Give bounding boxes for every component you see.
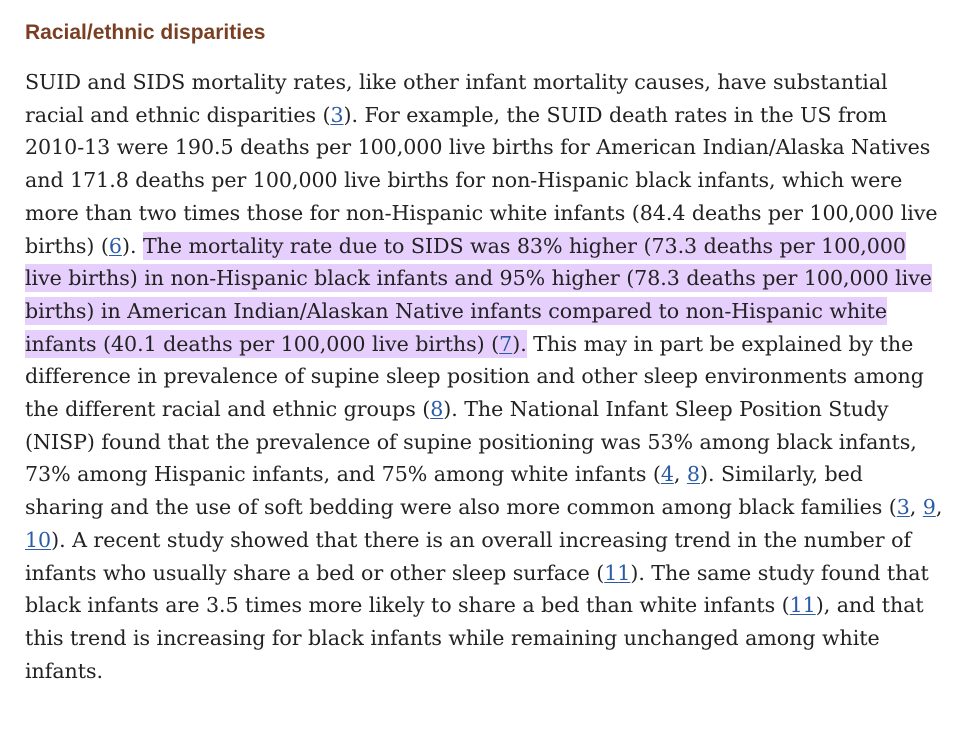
paragraph-text: ). A recent study showed that there is a… [25, 527, 912, 585]
paragraph-text: ). The same study found that black infan… [25, 560, 929, 618]
paragraph-text: ). Similarly, bed sharing and the use of… [25, 462, 897, 520]
reference-link-4[interactable]: 4 [660, 462, 674, 487]
highlighted-sentence: The mortality rate due to SIDS was 83% h… [25, 233, 932, 356]
body-paragraph: SUID and SIDS mortality rates, like othe… [25, 66, 945, 687]
paragraph-text: This may in part be explained by the dif… [25, 331, 924, 422]
paragraph-text: ). The National Infant Sleep Position St… [25, 397, 917, 487]
section-heading: Racial/ethnic disparities [25, 21, 266, 44]
paragraph-text: , [909, 495, 923, 520]
reference-link-8[interactable]: 8 [430, 397, 444, 422]
paragraph-text: , [673, 462, 687, 487]
reference-link-6[interactable]: 6 [108, 233, 122, 258]
reference-link-8[interactable]: 8 [686, 462, 700, 487]
paragraph-text: , [935, 495, 943, 520]
reference-link-11[interactable]: 11 [789, 593, 816, 618]
highlighted-sentence-end: ). [512, 331, 527, 356]
reference-link-10[interactable]: 10 [25, 527, 52, 552]
paragraph-text: ), and that this trend is increasing for… [25, 593, 924, 683]
reference-link-11[interactable]: 11 [604, 560, 631, 585]
paragraph-text: ). [121, 233, 143, 258]
reference-link-9[interactable]: 9 [922, 495, 936, 520]
paragraph-text: SUID and SIDS mortality rates, like othe… [25, 70, 888, 127]
reference-link-3[interactable]: 3 [896, 495, 910, 520]
article-section: Racial/ethnic disparities SUID and SIDS … [25, 18, 945, 687]
reference-link-7[interactable]: 7 [499, 331, 513, 356]
reference-link-3[interactable]: 3 [330, 102, 344, 127]
paragraph-text: ). For example, the SUID death rates in … [25, 102, 938, 258]
